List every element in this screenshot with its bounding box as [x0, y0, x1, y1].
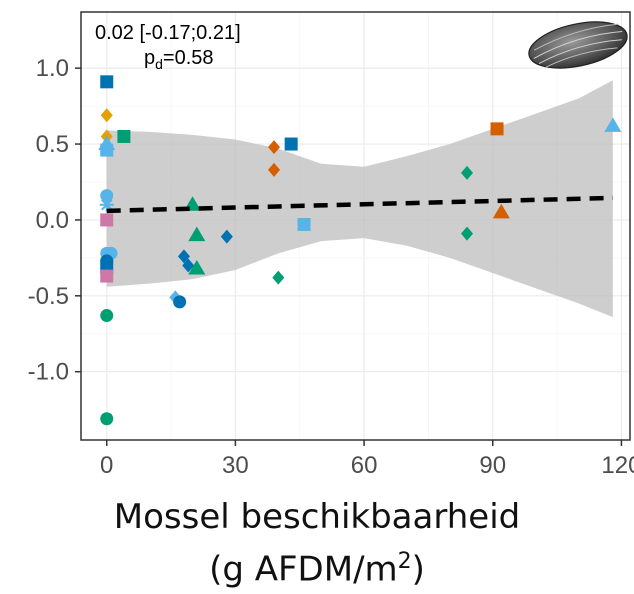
data-point-square	[100, 143, 114, 157]
data-point-square	[100, 75, 114, 89]
data-point-circle	[100, 412, 114, 426]
x-tick-label: 0	[100, 452, 113, 479]
pd-p: p	[144, 47, 155, 69]
data-points	[98, 75, 622, 426]
mussel-shell-icon	[528, 21, 628, 69]
scatter-chart: 0 30 60 90 120 1.0 0.5 0.0 -0.5 -1.0 0.02 [-0.17;…	[28, 11, 634, 479]
data-point-diamond	[461, 165, 474, 180]
data-point-triangle	[492, 203, 510, 219]
data-point-triangle	[188, 226, 206, 242]
trend-line	[106, 195, 613, 214]
data-point-square	[117, 129, 131, 143]
pd-sub: d	[155, 56, 163, 72]
confidence-ribbon	[106, 80, 613, 318]
x-axis-label: Mossel beschikbaarheid	[113, 497, 521, 537]
data-point-diamond	[220, 229, 233, 244]
y-tick-label: 1.0	[36, 55, 69, 82]
y-tick-label: -0.5	[28, 283, 69, 310]
x-axis-unit: (g AFDM/m2)	[0, 540, 634, 591]
data-point-circle	[173, 295, 187, 309]
data-point-square	[297, 217, 311, 231]
x-axis-unit-prefix: (g AFDM/m	[209, 549, 398, 590]
y-tick-label: -1.0	[28, 359, 69, 386]
data-point-diamond	[100, 108, 113, 123]
plot-border	[80, 11, 631, 441]
data-point-diamond	[461, 226, 474, 241]
x-axis-unit-suffix: )	[411, 549, 425, 590]
estimate-text: 0.02 [-0.17;0.21]	[95, 22, 241, 44]
data-point-triangle	[604, 117, 622, 132]
data-point-circle	[100, 309, 114, 323]
data-point-square	[100, 213, 114, 227]
x-tick-label: 90	[479, 452, 506, 479]
data-point-diamond	[177, 249, 190, 264]
annotation: 0.02 [-0.17;0.21] pd=0.58	[95, 22, 241, 72]
x-tick-label: 60	[351, 452, 378, 479]
data-point-diamond	[268, 140, 281, 155]
data-point-triangle	[188, 259, 206, 275]
data-point-asterisk	[99, 197, 114, 212]
data-point-circle	[100, 189, 114, 203]
data-point-diamond	[268, 162, 281, 177]
axis-ticks: 0 30 60 90 120 1.0 0.5 0.0 -0.5 -1.0	[28, 55, 634, 479]
data-point-diamond	[182, 258, 195, 273]
pd-value: =0.58	[163, 47, 214, 69]
data-point-square	[490, 122, 504, 136]
y-tick-label: 0.5	[36, 131, 69, 158]
x-tick-label: 120	[601, 452, 634, 479]
pd-text: pd=0.58	[144, 47, 214, 72]
y-tick-label: 0.0	[36, 207, 69, 234]
data-point-square	[100, 269, 114, 283]
x-axis-unit-sup: 2	[397, 549, 412, 574]
x-tick-label: 30	[222, 452, 249, 479]
data-point-square	[284, 137, 298, 151]
data-point-diamond	[272, 270, 285, 285]
